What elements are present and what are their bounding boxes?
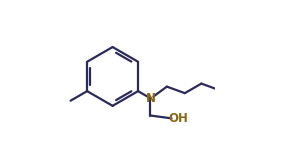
Text: N: N bbox=[145, 92, 155, 105]
Text: OH: OH bbox=[169, 112, 189, 125]
